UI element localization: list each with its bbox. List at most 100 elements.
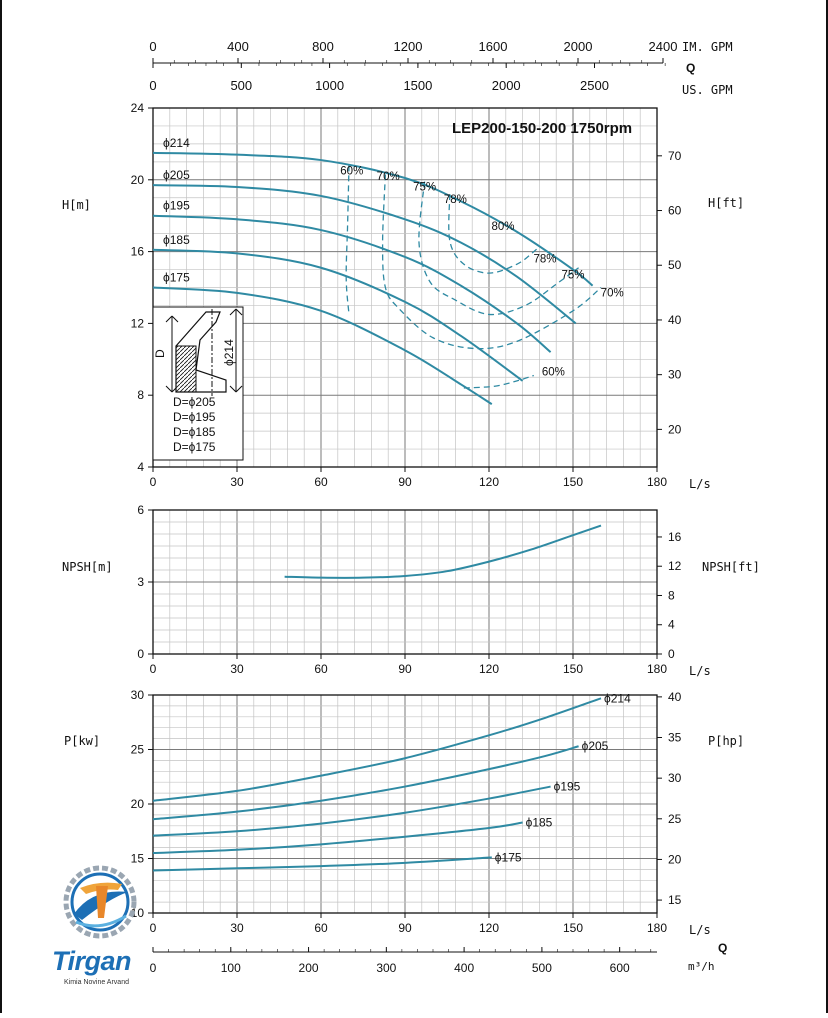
y-tick-label: 30	[131, 688, 145, 702]
d-dimension-arrow	[165, 315, 179, 393]
y-tick-label: 12	[131, 316, 145, 330]
right-border	[826, 0, 828, 1013]
y-right-tick-label: 16	[668, 530, 682, 544]
grid-panel-2	[148, 694, 658, 918]
us-gpm-tick-label: 1000	[315, 78, 344, 93]
head-curve	[152, 151, 594, 287]
power-curve	[152, 856, 492, 872]
logo-subtitle: Kimia Novine Arvand	[64, 979, 129, 986]
head-curve-label: ϕ195	[163, 199, 190, 213]
x-tick-label: 60	[314, 662, 328, 676]
y-right-tick-label: 30	[668, 368, 682, 382]
us-gpm-tick-label: 1500	[403, 78, 432, 93]
us-gpm-tick-label: 2000	[492, 78, 521, 93]
x-tick-label: 30	[230, 475, 244, 489]
head-curve-label: ϕ185	[163, 233, 190, 247]
im-gpm-tick-label: 0	[149, 39, 156, 54]
head-curve-label: ϕ175	[163, 271, 190, 285]
grid-panel-1	[148, 509, 658, 659]
efficiency-label: 78%	[444, 194, 467, 206]
x-tick-label: 180	[647, 662, 667, 676]
y-right-tick-label: 60	[668, 204, 682, 218]
y-right-tick-label: 12	[668, 559, 682, 573]
y-right-tick-label: 40	[668, 690, 682, 704]
efficiency-label: 75%	[561, 270, 584, 282]
m3h-tick-label: 300	[376, 961, 396, 975]
x-tick-label: 150	[563, 921, 583, 935]
head-curve-label: ϕ205	[163, 168, 190, 182]
x-tick-label: 120	[479, 921, 499, 935]
y-tick-label: 25	[131, 743, 145, 757]
x-tick-label: 0	[150, 662, 157, 676]
im-gpm-label: IM. GPM	[682, 40, 733, 54]
us-gpm-tick-label: 0	[149, 78, 156, 93]
x-tick-label: 90	[398, 921, 412, 935]
efficiency-curve	[463, 374, 534, 389]
tirgan-logo: Tirgan Kimia Novine Arvand	[52, 858, 152, 990]
y-right-tick-label: 50	[668, 258, 682, 272]
y-axis-label: NPSH[m]	[62, 560, 113, 574]
x-axis-label: L/s	[689, 477, 711, 491]
x-tick-label: 60	[314, 921, 328, 935]
y-tick-label: 0	[137, 647, 144, 661]
y-tick-label: 6	[137, 503, 144, 517]
chart-title: LEP200-150-200 1750rpm	[452, 120, 632, 137]
y-right-tick-label: 20	[668, 422, 682, 436]
us-gpm-label: US. GPM	[682, 83, 733, 97]
y-tick-label: 20	[131, 797, 145, 811]
diameter-legend-item: D=ϕ175	[173, 440, 216, 454]
y-right-tick-label: 0	[668, 647, 675, 661]
x-tick-label: 150	[563, 662, 583, 676]
impeller-d-label: D	[153, 349, 167, 358]
y-axis-label: H[m]	[62, 198, 91, 212]
x-tick-label: 90	[398, 475, 412, 489]
x-tick-label: 0	[150, 921, 157, 935]
im-gpm-tick-label: 1600	[479, 39, 508, 54]
power-curve-label: ϕ214	[604, 691, 631, 705]
im-gpm-tick-label: 2000	[564, 39, 593, 54]
impeller-max-label: ϕ214	[222, 339, 236, 366]
x-tick-label: 120	[479, 662, 499, 676]
im-gpm-tick-label: 800	[312, 39, 334, 54]
y-right-tick-label: 4	[668, 618, 675, 632]
y-tick-label: 16	[131, 245, 145, 259]
power-curve	[152, 697, 602, 802]
m3h-tick-label: 0	[150, 961, 157, 975]
power-curve	[152, 745, 579, 821]
im-gpm-tick-label: 1200	[394, 39, 423, 54]
left-border	[0, 0, 2, 1013]
power-curve-label: ϕ185	[526, 816, 553, 830]
impeller-hub	[175, 345, 197, 393]
y-right-axis-label: P[hp]	[708, 734, 744, 748]
x-tick-label: 60	[314, 475, 328, 489]
efficiency-label: 60%	[542, 366, 565, 378]
y-tick-label: 15	[131, 852, 145, 866]
y-right-tick-label: 20	[668, 852, 682, 866]
head-curve	[152, 248, 524, 382]
im-gpm-tick-label: 400	[227, 39, 249, 54]
impeller-inset	[152, 306, 244, 461]
x-tick-label: 180	[647, 921, 667, 935]
m3h-tick-label: 400	[454, 961, 474, 975]
diameter-legend-item: D=ϕ195	[173, 410, 216, 424]
y-right-tick-label: 35	[668, 731, 682, 745]
diameter-legend-item: D=ϕ205	[173, 395, 216, 409]
im-gpm-tick-label: 2400	[649, 39, 678, 54]
y-right-tick-label: 40	[668, 313, 682, 327]
y-tick-label: 20	[131, 173, 145, 187]
x-tick-label: 150	[563, 475, 583, 489]
y-tick-label: 4	[137, 460, 144, 474]
head-curve-label: ϕ214	[163, 136, 190, 150]
y-tick-label: 24	[131, 101, 145, 115]
y-right-tick-label: 70	[668, 149, 682, 163]
y-right-tick-label: 25	[668, 812, 682, 826]
npsh-curve	[284, 524, 602, 579]
m3h-tick-label: 500	[532, 961, 552, 975]
efficiency-curve	[381, 174, 602, 350]
efficiency-label: 70%	[377, 171, 400, 183]
gear-globe-icon	[63, 865, 137, 939]
y-axis-label: P[kw]	[64, 734, 100, 748]
y-right-tick-label: 8	[668, 588, 675, 602]
